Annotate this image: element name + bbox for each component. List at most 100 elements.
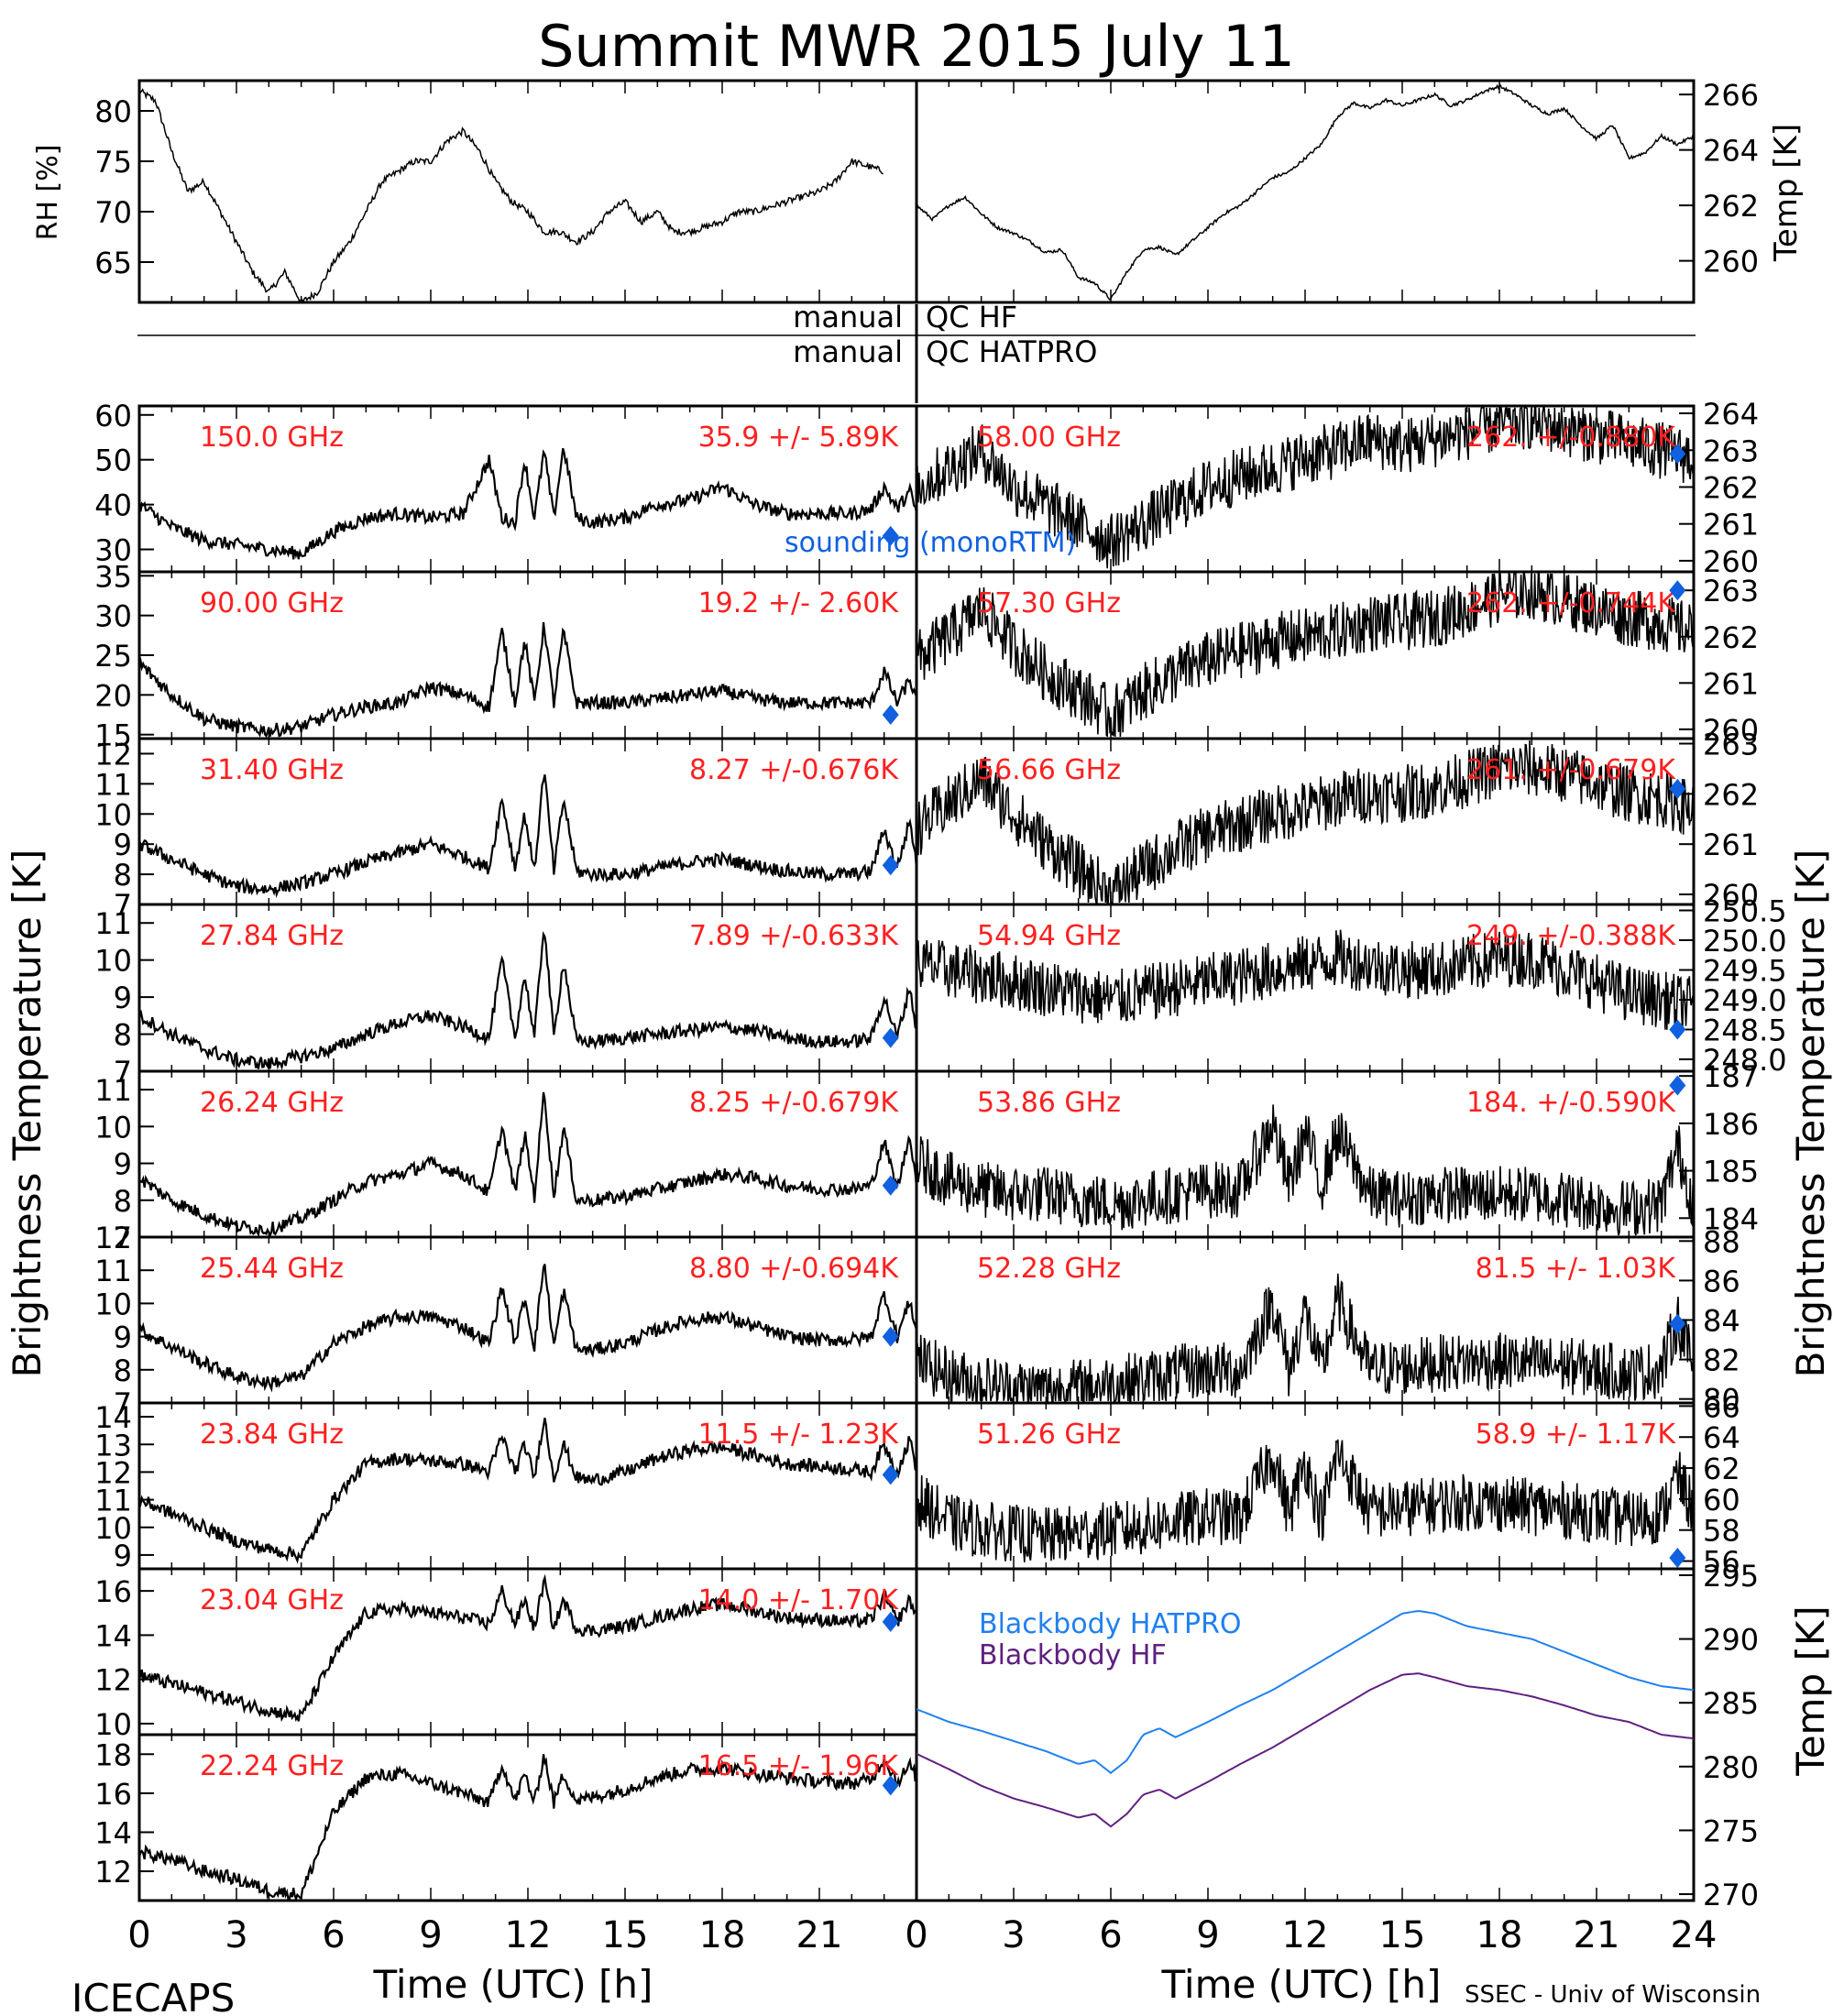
- ytick-label-blackbody: 270: [1703, 1878, 1759, 1912]
- ytick-label-ch314: 12: [94, 737, 132, 772]
- xtick-label-right: 3: [1002, 1914, 1025, 1956]
- ytick-label-ch314: 8: [114, 858, 132, 893]
- stats-label-ch5126: 58.9 +/- 1.17K: [1476, 1419, 1677, 1451]
- ytick-label-ch2224: 14: [94, 1815, 132, 1850]
- xtick-label-left: 6: [322, 1914, 345, 1956]
- left-y-axis-title: Brightness Temperature [K]: [5, 849, 49, 1378]
- marks-layer: 150.0 GHz 35.9 +/- 5.89K 90.00 GHz 19.2 +/-…: [127, 83, 1717, 1956]
- ytick-label-ch5730: 263: [1703, 574, 1759, 608]
- ytick-label-ch5386: 185: [1703, 1155, 1759, 1189]
- ytick-label-ch2544: 7: [114, 1386, 132, 1421]
- ytick-label-ch2304: 14: [94, 1618, 132, 1653]
- channel-label-ch90: 90.00 GHz: [200, 587, 344, 619]
- sounding-marker-ch2784: [882, 1027, 899, 1048]
- qc-hf-right: QC HF: [926, 300, 1017, 334]
- ytick-label-ch5730: 260: [1703, 713, 1759, 748]
- stats-label-ch90: 19.2 +/- 2.60K: [698, 587, 900, 619]
- ytick-label-temp: 264: [1703, 134, 1759, 169]
- x-axis-title-left: Time (UTC) [h]: [373, 1962, 653, 2007]
- ytick-label-ch5126: 64: [1703, 1420, 1740, 1455]
- ytick-label-ch2544: 9: [114, 1320, 132, 1355]
- channel-label-ch5228: 52.28 GHz: [977, 1253, 1121, 1285]
- footer-credit: SSEC - Univ of Wisconsin: [1465, 1981, 1761, 2009]
- series-line-ch2784-0: [137, 931, 917, 1071]
- ytick-label-blackbody: 290: [1703, 1623, 1759, 1658]
- ytick-label-blackbody: 280: [1703, 1750, 1759, 1785]
- xtick-label-right: 15: [1379, 1914, 1426, 1956]
- ytick-label-ch5494: 248.0: [1703, 1043, 1787, 1078]
- xtick-label-right: 18: [1476, 1914, 1523, 1956]
- xtick-label-right: 9: [1196, 1914, 1219, 1956]
- ytick-label-temp: 266: [1703, 78, 1759, 113]
- channel-label-ch2544: 25.44 GHz: [200, 1253, 344, 1285]
- series-line-blackbody-0: [916, 1610, 1695, 1775]
- ytick-label-ch5666: 262: [1703, 777, 1759, 812]
- xtick-label-right: 21: [1574, 1914, 1620, 1956]
- sounding-marker-ch5800: [1669, 444, 1686, 465]
- ytick-label-ch5386: 186: [1703, 1107, 1759, 1142]
- ytick-label-ch2544: 12: [94, 1221, 132, 1255]
- stats-label-ch2224: 16.5 +/- 1.96K: [698, 1750, 900, 1782]
- ytick-label-ch150: 40: [94, 488, 132, 523]
- series-line-ch5666-0: [916, 740, 1695, 904]
- channel-label-ch2784: 27.84 GHz: [200, 920, 344, 952]
- ytick-label-ch314: 10: [94, 797, 132, 832]
- sounding-marker-ch2624: [882, 1175, 899, 1196]
- series-line-ch314-0: [137, 774, 918, 899]
- ytick-label-ch2624: 10: [94, 1110, 132, 1145]
- sounding-marker-ch5386: [1669, 1075, 1686, 1096]
- series-line-rh-0: [138, 88, 884, 301]
- ytick-label-ch90: 30: [94, 599, 132, 634]
- sounding-marker-ch2224: [882, 1775, 899, 1796]
- ytick-label-ch5126: 66: [1703, 1389, 1740, 1424]
- ytick-label-ch2624: 8: [114, 1184, 132, 1219]
- stats-label-ch314: 8.27 +/-0.676K: [689, 754, 899, 786]
- ytick-label-ch2624: 9: [114, 1147, 132, 1182]
- sounding-marker-ch5228: [1669, 1313, 1686, 1334]
- series-line-temp-0: [916, 83, 1695, 301]
- legend-sounding: sounding (monoRTM): [785, 527, 1076, 559]
- series-line-ch2304-0: [137, 1573, 917, 1723]
- ytick-label-ch150: 50: [94, 444, 132, 478]
- ytick-label-ch2384: 14: [94, 1400, 132, 1435]
- qc-hatpro-right: QC HATPRO: [926, 334, 1097, 369]
- xtick-label-left: 9: [419, 1914, 442, 1956]
- ytick-label-ch5666: 260: [1703, 878, 1759, 913]
- series-line-ch5494-0: [916, 929, 1695, 1033]
- channel-label-ch5386: 53.86 GHz: [977, 1087, 1121, 1119]
- ytick-label-ch90: 15: [94, 718, 132, 753]
- sounding-marker-ch314: [882, 855, 899, 876]
- ytick-label-ch2304: 10: [94, 1707, 132, 1742]
- xtick-label-left: 0: [127, 1914, 150, 1956]
- channel-label-ch5730: 57.30 GHz: [977, 587, 1121, 619]
- channel-label-ch5800: 58.00 GHz: [977, 422, 1121, 454]
- ytick-label-ch90: 25: [94, 639, 132, 674]
- ytick-label-ch5228: 84: [1703, 1304, 1740, 1339]
- channel-label-ch5666: 56.66 GHz: [977, 754, 1121, 786]
- xtick-label-right: 6: [1099, 1914, 1122, 1956]
- xtick-label-left: 21: [796, 1914, 843, 1956]
- panel-frame-temp: [915, 79, 1696, 304]
- ytick-label-ch2544: 8: [114, 1353, 132, 1388]
- ytick-label-ch2304: 16: [94, 1574, 132, 1609]
- ytick-label-rh: 80: [94, 94, 132, 129]
- ytick-label-ch314: 11: [94, 767, 132, 802]
- ytick-label-ch5126: 58: [1703, 1514, 1740, 1549]
- ytick-label-ch2224: 16: [94, 1777, 132, 1812]
- panel-frame-rh: [137, 79, 918, 304]
- stats-label-ch5228: 81.5 +/- 1.03K: [1476, 1253, 1677, 1285]
- ytick-label-ch5126: 62: [1703, 1452, 1740, 1486]
- right-y-axis-title: Brightness Temperature [K]: [1788, 849, 1833, 1378]
- ytick-label-temp: 260: [1703, 245, 1759, 279]
- ytick-label-ch2544: 10: [94, 1287, 132, 1321]
- ytick-label-ch5800: 261: [1703, 508, 1759, 542]
- footer-icecaps: ICECAPS: [71, 1976, 235, 2016]
- sounding-marker-ch2544: [882, 1326, 899, 1347]
- series-line-ch2384-0: [137, 1418, 917, 1564]
- qc-hf-left: manual: [793, 300, 903, 334]
- ytick-label-ch5494: 248.5: [1703, 1013, 1787, 1048]
- xtick-label-right: 0: [905, 1914, 927, 1956]
- series-line-ch90-0: [138, 621, 918, 739]
- ytick-label-rh: 65: [94, 246, 132, 280]
